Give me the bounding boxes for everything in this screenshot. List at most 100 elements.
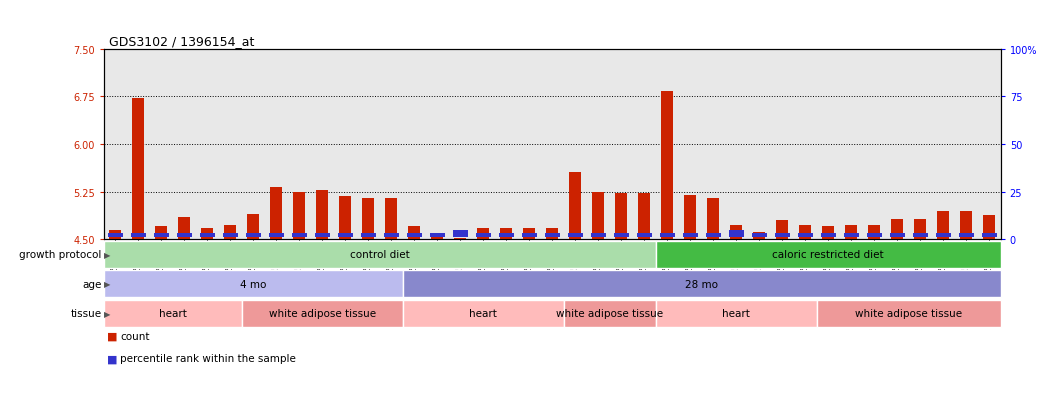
Bar bbox=[176, 233, 192, 237]
Bar bbox=[592, 192, 604, 240]
Bar bbox=[564, 300, 655, 327]
Bar bbox=[983, 216, 994, 240]
Bar bbox=[361, 233, 375, 237]
Bar bbox=[982, 233, 997, 237]
Bar bbox=[637, 233, 651, 237]
Bar bbox=[316, 191, 328, 240]
Bar bbox=[844, 233, 859, 237]
Bar bbox=[777, 221, 788, 240]
Bar bbox=[569, 173, 581, 240]
Bar bbox=[429, 233, 445, 237]
Bar bbox=[524, 228, 535, 240]
Text: GDS3102 / 1396154_at: GDS3102 / 1396154_at bbox=[109, 35, 254, 47]
Bar bbox=[200, 233, 215, 237]
Bar bbox=[868, 225, 880, 240]
Bar bbox=[223, 233, 237, 237]
Bar bbox=[386, 198, 397, 240]
Bar bbox=[224, 225, 236, 240]
Bar bbox=[655, 300, 817, 327]
Bar bbox=[476, 233, 491, 237]
Bar bbox=[820, 233, 836, 237]
Bar bbox=[935, 233, 951, 237]
Bar bbox=[544, 233, 560, 237]
Text: count: count bbox=[120, 331, 149, 341]
Bar bbox=[110, 230, 121, 240]
Bar bbox=[153, 233, 169, 237]
Bar bbox=[402, 271, 1001, 298]
Text: 4 mo: 4 mo bbox=[240, 279, 267, 289]
Bar bbox=[178, 217, 190, 240]
Text: growth protocol: growth protocol bbox=[20, 250, 102, 260]
Bar bbox=[913, 233, 928, 237]
Text: white adipose tissue: white adipose tissue bbox=[269, 309, 375, 318]
Bar bbox=[431, 237, 443, 240]
Bar bbox=[201, 228, 213, 240]
Text: heart: heart bbox=[722, 309, 750, 318]
Bar bbox=[706, 233, 721, 237]
Text: heart: heart bbox=[159, 309, 187, 318]
Bar bbox=[615, 194, 627, 240]
Bar bbox=[614, 233, 628, 237]
Bar bbox=[293, 192, 305, 240]
Bar bbox=[104, 300, 242, 327]
Text: ■: ■ bbox=[107, 331, 117, 341]
Bar bbox=[108, 233, 122, 237]
Bar bbox=[754, 232, 765, 240]
Text: ▶: ▶ bbox=[104, 280, 110, 289]
Bar bbox=[937, 211, 949, 240]
Bar bbox=[890, 233, 904, 237]
Bar bbox=[729, 231, 744, 237]
Bar bbox=[242, 300, 402, 327]
Bar bbox=[960, 211, 972, 240]
Bar bbox=[591, 233, 606, 237]
Bar bbox=[409, 227, 420, 240]
Bar bbox=[800, 225, 811, 240]
Bar bbox=[822, 227, 834, 240]
Text: white adipose tissue: white adipose tissue bbox=[856, 309, 962, 318]
Bar bbox=[817, 300, 1001, 327]
Bar bbox=[660, 233, 675, 237]
Bar bbox=[655, 241, 1001, 268]
Bar bbox=[338, 233, 353, 237]
Bar bbox=[915, 219, 926, 240]
Text: control diet: control diet bbox=[349, 250, 410, 260]
Bar bbox=[131, 233, 145, 237]
Bar bbox=[453, 231, 468, 237]
Bar bbox=[546, 228, 558, 240]
Bar bbox=[639, 194, 650, 240]
Bar bbox=[662, 92, 673, 240]
Text: ▶: ▶ bbox=[104, 309, 110, 318]
Bar bbox=[246, 233, 260, 237]
Bar bbox=[133, 99, 144, 240]
Bar bbox=[314, 233, 330, 237]
Bar bbox=[291, 233, 307, 237]
Bar bbox=[775, 233, 790, 237]
Bar bbox=[845, 225, 857, 240]
Text: ■: ■ bbox=[107, 354, 117, 363]
Bar bbox=[407, 233, 422, 237]
Bar bbox=[477, 228, 489, 240]
Bar bbox=[402, 300, 564, 327]
Bar bbox=[797, 233, 813, 237]
Text: tissue: tissue bbox=[71, 309, 102, 318]
Bar bbox=[959, 233, 974, 237]
Bar bbox=[271, 188, 282, 240]
Bar bbox=[567, 233, 583, 237]
Text: heart: heart bbox=[470, 309, 497, 318]
Text: caloric restricted diet: caloric restricted diet bbox=[773, 250, 884, 260]
Bar bbox=[730, 225, 741, 240]
Bar bbox=[339, 197, 351, 240]
Text: percentile rank within the sample: percentile rank within the sample bbox=[120, 354, 297, 363]
Bar bbox=[684, 195, 696, 240]
Bar bbox=[867, 233, 881, 237]
Bar bbox=[752, 233, 766, 237]
Text: white adipose tissue: white adipose tissue bbox=[556, 309, 664, 318]
Bar bbox=[269, 233, 284, 237]
Bar bbox=[892, 219, 903, 240]
Bar bbox=[499, 233, 513, 237]
Bar bbox=[682, 233, 698, 237]
Bar bbox=[104, 241, 655, 268]
Text: ▶: ▶ bbox=[104, 250, 110, 259]
Bar bbox=[363, 198, 374, 240]
Bar bbox=[707, 198, 719, 240]
